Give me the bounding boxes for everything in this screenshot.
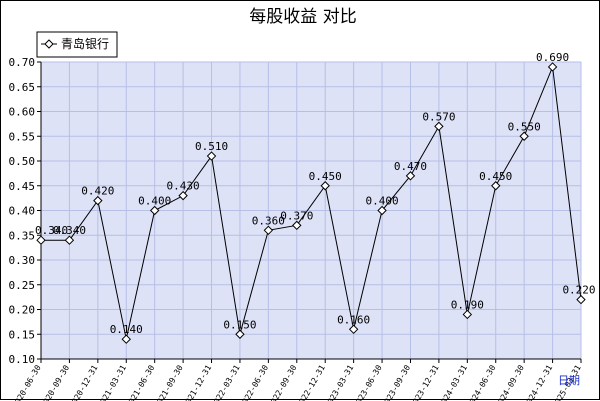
y-tick-label: 0.60 bbox=[9, 106, 36, 119]
data-point-marker bbox=[576, 294, 586, 305]
data-label: 0.470 bbox=[394, 160, 427, 173]
x-tick-label: 2021-09-30 bbox=[153, 363, 185, 401]
y-tick-label: 0.25 bbox=[9, 279, 36, 292]
data-label: 0.510 bbox=[195, 140, 228, 153]
data-label: 0.400 bbox=[365, 195, 398, 208]
x-tick-label: 2022-06-30 bbox=[238, 363, 270, 401]
data-label: 0.450 bbox=[479, 170, 512, 183]
data-label: 0.450 bbox=[309, 170, 342, 183]
x-tick-label: 2021-06-30 bbox=[125, 363, 157, 401]
x-tick-label: 2020-09-30 bbox=[39, 363, 71, 401]
x-tick-label: 2020-12-31 bbox=[68, 363, 100, 401]
data-label: 0.360 bbox=[252, 214, 285, 227]
x-tick-label: 2022-03-31 bbox=[210, 363, 242, 401]
data-label: 0.150 bbox=[223, 318, 256, 331]
data-label: 0.220 bbox=[562, 284, 595, 297]
y-tick-label: 0.35 bbox=[9, 229, 36, 242]
data-point-marker bbox=[292, 220, 302, 231]
y-tick-label: 0.30 bbox=[9, 254, 36, 267]
x-tick-label: 2024-09-30 bbox=[494, 363, 526, 401]
legend-marker-icon bbox=[44, 39, 54, 49]
data-label: 0.340 bbox=[53, 224, 86, 237]
legend: 青岛银行 bbox=[36, 31, 118, 58]
y-tick-label: 0.55 bbox=[9, 130, 36, 143]
y-tick-label: 0.20 bbox=[9, 304, 36, 317]
x-tick-label: 2023-06-30 bbox=[352, 363, 384, 401]
x-tick-label: 2024-12-31 bbox=[522, 363, 554, 401]
y-tick-label: 0.10 bbox=[9, 353, 36, 366]
data-label: 0.400 bbox=[138, 195, 171, 208]
x-tick-label: 2024-03-31 bbox=[437, 363, 469, 401]
data-point-marker bbox=[434, 121, 444, 132]
x-tick-label: 2023-12-31 bbox=[409, 363, 441, 401]
legend-entry-label: 青岛银行 bbox=[61, 36, 109, 51]
x-tick-label: 2021-03-31 bbox=[96, 363, 128, 401]
data-point-marker bbox=[149, 205, 160, 216]
data-label: 0.140 bbox=[110, 323, 143, 336]
y-tick-label: 0.70 bbox=[9, 56, 36, 69]
data-point-marker bbox=[36, 235, 46, 245]
data-point-marker bbox=[320, 181, 330, 191]
data-point-marker bbox=[206, 151, 217, 161]
data-point-marker bbox=[178, 190, 188, 201]
data-label: 0.340 bbox=[35, 224, 68, 237]
x-tick-label: 2021-12-31 bbox=[181, 363, 213, 401]
y-tick-label: 0.65 bbox=[9, 81, 36, 94]
data-label: 0.190 bbox=[451, 298, 484, 311]
data-point-marker bbox=[348, 324, 359, 335]
grid-lines bbox=[40, 61, 582, 360]
chart-title: 每股收益 对比 bbox=[249, 7, 356, 27]
data-point-marker bbox=[462, 309, 473, 320]
data-point-marker bbox=[547, 62, 558, 72]
x-axis-note: 日期 bbox=[558, 374, 580, 387]
y-tick-label: 0.50 bbox=[9, 155, 36, 168]
x-tick-label: 2020-06-30 bbox=[11, 363, 43, 401]
data-label: 0.370 bbox=[280, 209, 313, 222]
x-tick-label: 2022-09-30 bbox=[267, 363, 299, 401]
x-tick-label: 2023-03-31 bbox=[323, 363, 355, 401]
data-point-marker bbox=[121, 334, 131, 344]
x-tick-label: 2023-09-30 bbox=[380, 363, 412, 401]
data-label: 0.160 bbox=[337, 313, 370, 326]
y-tick-label: 0.15 bbox=[9, 328, 36, 341]
data-label: 0.690 bbox=[536, 51, 569, 64]
data-point-marker bbox=[64, 235, 75, 245]
data-point-marker bbox=[491, 181, 501, 191]
data-label: 0.570 bbox=[422, 110, 455, 123]
data-point-marker bbox=[93, 195, 103, 206]
data-label: 0.430 bbox=[167, 180, 200, 193]
data-point-marker bbox=[263, 225, 274, 236]
data-point-marker bbox=[235, 329, 245, 339]
series-line bbox=[41, 64, 582, 340]
data-label: 0.420 bbox=[81, 185, 114, 198]
data-point-marker bbox=[377, 205, 387, 216]
data-point-marker bbox=[519, 131, 529, 141]
data-point-marker bbox=[405, 171, 416, 181]
y-tick-label: 0.45 bbox=[9, 180, 36, 193]
y-tick-label: 0.40 bbox=[9, 205, 36, 218]
x-tick-label: 2022-12-31 bbox=[295, 363, 327, 401]
x-tick-label: 2024-06-30 bbox=[466, 363, 498, 401]
data-label: 0.550 bbox=[508, 120, 541, 133]
